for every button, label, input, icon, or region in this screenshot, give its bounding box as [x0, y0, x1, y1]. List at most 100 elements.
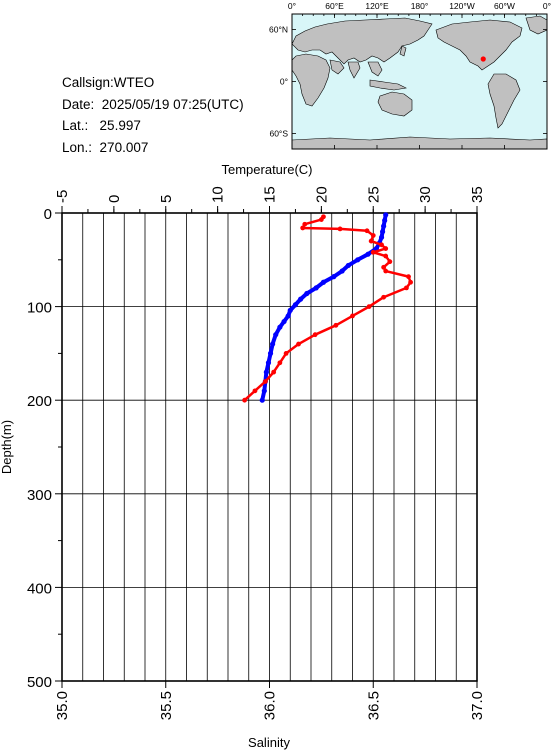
- temperature-axis-label: Temperature(C): [221, 162, 312, 177]
- depth-tick-label: 300: [27, 487, 52, 504]
- map-lat-labels: 60°N 0° 60°S: [269, 25, 288, 139]
- lon-line: Lon.: 270.007: [62, 137, 244, 159]
- temperature-tick-label: 20: [313, 186, 330, 203]
- lat-line: Lat.: 25.997: [62, 115, 244, 137]
- date-label: Date:: [62, 96, 95, 112]
- data-point-salinity: [387, 259, 393, 265]
- data-point-temperature: [331, 274, 337, 280]
- data-point-salinity: [283, 351, 289, 356]
- map-lat-label: 60°N: [269, 25, 288, 35]
- salinity-tick-label: 35.5: [158, 691, 175, 720]
- data-point-salinity: [404, 285, 409, 291]
- data-point-salinity: [252, 388, 258, 394]
- land-africa: [291, 53, 331, 107]
- data-point-salinity: [262, 379, 268, 384]
- data-point-salinity: [337, 226, 343, 232]
- data-point-temperature: [381, 223, 387, 229]
- station-marker: [480, 56, 486, 62]
- map-lon-labels: 0° 60°E 120°E 180° 120°W 60°W 0°: [288, 1, 551, 11]
- data-point-temperature: [270, 341, 276, 347]
- data-point-temperature: [281, 318, 287, 325]
- land-india: [347, 61, 361, 79]
- salinity-tick-label: 36.0: [262, 691, 279, 720]
- data-point-salinity: [302, 221, 308, 227]
- data-point-salinity: [271, 369, 277, 375]
- map-lon-label: 180°: [411, 1, 429, 11]
- land-japan: [399, 45, 407, 57]
- salinity-tick-label: 35.0: [54, 691, 71, 720]
- data-point-temperature: [277, 324, 283, 330]
- data-point-temperature: [313, 285, 319, 291]
- data-point-temperature: [379, 229, 386, 235]
- land-eurasia: [291, 17, 433, 65]
- data-point-temperature: [382, 217, 388, 224]
- land-australia: [377, 91, 413, 117]
- salinity-tick-labels: 35.0 35.5 36.0 36.5 37.0: [54, 691, 486, 720]
- data-point-temperature: [292, 302, 299, 308]
- depth-tick-label: 200: [27, 393, 52, 410]
- map-ticks: [291, 14, 548, 149]
- data-point-temperature: [345, 262, 351, 269]
- data-point-temperature: [320, 279, 327, 285]
- temperature-tick-label: -5: [54, 190, 71, 203]
- callsign-line: Callsign:WTEO: [62, 72, 244, 94]
- map-lon-label: 0°: [543, 1, 551, 11]
- depth-tick-label: 100: [27, 300, 52, 317]
- map-lon-label: 60°W: [494, 1, 515, 11]
- data-point-temperature: [383, 212, 389, 218]
- data-point-temperature: [273, 332, 279, 338]
- data-point-salinity: [333, 322, 339, 328]
- map-lon-label: 60°E: [325, 1, 344, 11]
- chart-ticks: [55, 206, 478, 688]
- date-value: 2025/05/19 07:25(UTC): [101, 96, 244, 112]
- map-lon-label: 0°: [288, 1, 296, 11]
- salinity-tick-label: 37.0: [469, 691, 486, 720]
- data-point-salinity: [406, 274, 411, 280]
- data-point-salinity: [379, 242, 384, 248]
- chart-grid: [62, 213, 477, 681]
- temperature-tick-label: 0: [106, 195, 123, 203]
- temperature-tick-label: 5: [158, 195, 175, 203]
- depth-tick-label: 500: [27, 674, 52, 691]
- data-point-temperature: [263, 369, 269, 375]
- data-point-salinity: [277, 360, 283, 366]
- map-lon-label: 120°E: [365, 1, 389, 11]
- data-point-salinity: [366, 304, 372, 309]
- data-point-salinity: [312, 332, 318, 338]
- salinity-axis-label: Salinity: [248, 735, 290, 750]
- series-layer: [242, 212, 413, 403]
- lon-label: Lon.:: [62, 139, 93, 155]
- land-se-asia: [367, 61, 407, 91]
- data-point-salinity: [296, 341, 301, 347]
- data-point-salinity: [381, 264, 387, 270]
- data-point-salinity: [364, 228, 370, 234]
- profile-chart: -5 0 5 10 15 20 25 30 35 35.0 35.5 36.0 36.5 37.0 01…: [0, 162, 486, 750]
- salinity-tick-label: 36.5: [365, 691, 382, 720]
- data-point-salinity: [300, 225, 306, 231]
- data-point-salinity: [350, 313, 355, 319]
- temperature-tick-label: 15: [262, 186, 279, 203]
- callsign-label: Callsign:: [62, 75, 114, 90]
- data-point-temperature: [261, 388, 267, 394]
- data-point-salinity: [242, 397, 248, 403]
- data-point-temperature: [304, 290, 310, 297]
- land-south-america: [487, 73, 521, 129]
- map-lon-label: 120°W: [449, 1, 475, 11]
- data-point-salinity: [381, 294, 387, 300]
- data-point-salinity: [383, 268, 389, 274]
- data-point-temperature: [259, 397, 265, 403]
- lat-value: 25.997: [99, 118, 141, 133]
- temperature-tick-label: 10: [210, 186, 227, 203]
- data-point-temperature: [355, 257, 361, 263]
- station-info: Callsign:WTEO Date: 2025/05/19 07:25(UTC…: [62, 72, 244, 158]
- lon-value: 270.007: [99, 139, 149, 155]
- data-point-temperature: [265, 360, 272, 366]
- temperature-tick-label: 25: [365, 186, 382, 203]
- depth-tick-labels: 0 100 200 300 400 500: [27, 206, 52, 691]
- data-point-temperature: [267, 350, 274, 356]
- data-point-salinity: [368, 238, 374, 244]
- data-point-salinity: [408, 279, 413, 285]
- temperature-tick-label: 30: [417, 186, 434, 203]
- data-point-temperature: [339, 268, 345, 274]
- data-point-salinity: [370, 249, 376, 255]
